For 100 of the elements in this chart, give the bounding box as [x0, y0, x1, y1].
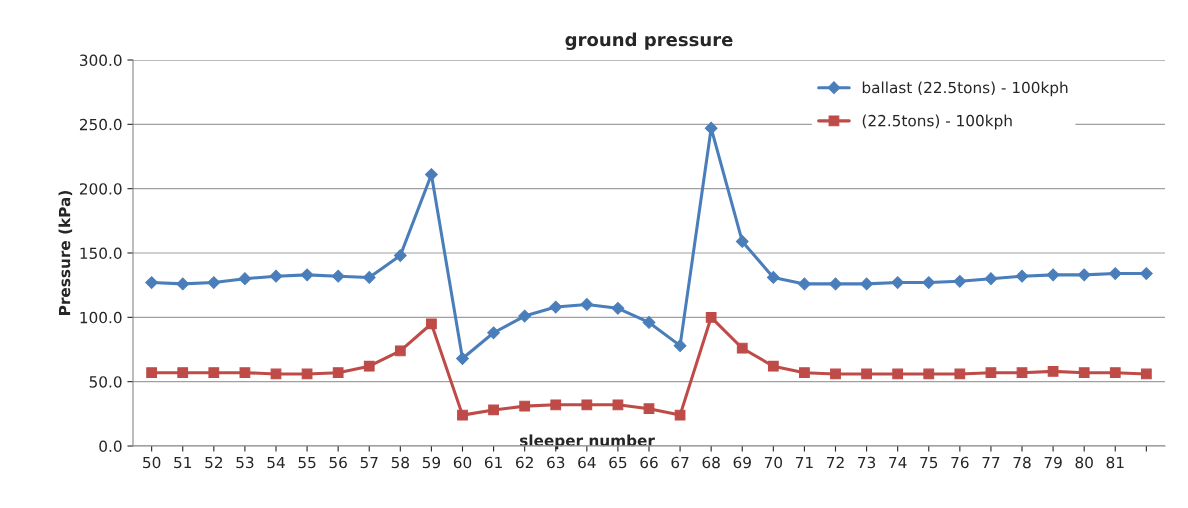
y-axis-title: Pressure (kPa) — [58, 191, 73, 315]
x-tick-label: 75 — [920, 456, 938, 469]
y-tick-label: 100.0 — [80, 311, 122, 324]
point — [923, 368, 935, 380]
x-tick-label: 73 — [858, 456, 876, 469]
point — [953, 274, 967, 288]
point — [146, 367, 158, 379]
x-tick-label: 56 — [329, 456, 347, 469]
point — [861, 368, 872, 380]
point — [549, 300, 563, 314]
x-tick-label: 68 — [702, 456, 720, 469]
point — [798, 277, 811, 291]
point — [860, 277, 873, 291]
x-tick-label: 66 — [640, 456, 658, 469]
point — [208, 367, 220, 379]
x-tick-label: 79 — [1044, 456, 1062, 469]
point — [456, 352, 469, 365]
x-tick-label: 59 — [422, 456, 441, 469]
x-axis-title: sleeper number — [520, 434, 655, 450]
point — [176, 277, 190, 291]
point — [1078, 367, 1090, 379]
chart-title: ground pressure — [565, 32, 733, 51]
x-tick-label: 53 — [236, 456, 254, 469]
point — [487, 326, 500, 340]
point — [705, 311, 717, 323]
legend-label: (22.5tons) - 100kph — [862, 114, 1012, 130]
x-tick-label: 52 — [205, 456, 223, 469]
x-tick-label: 67 — [671, 456, 689, 469]
x-tick-label: 58 — [391, 456, 409, 469]
point — [1077, 268, 1091, 282]
x-tick-label: 61 — [484, 456, 502, 469]
x-tick-label: 54 — [267, 456, 285, 469]
legend-label: ballast (22.5tons) - 100kph — [862, 81, 1068, 97]
point — [362, 271, 376, 284]
x-tick-label: 64 — [578, 456, 596, 469]
point — [643, 403, 655, 415]
point — [425, 168, 438, 181]
point — [332, 367, 344, 379]
point — [704, 121, 718, 135]
point — [145, 276, 159, 290]
y-tick-label: 0.0 — [99, 440, 122, 453]
x-tick-label: 77 — [982, 456, 1000, 469]
x-tick-label: 71 — [795, 456, 813, 469]
x-tick-label: 57 — [360, 456, 378, 469]
point — [829, 277, 842, 291]
point — [177, 367, 189, 379]
point — [207, 276, 221, 290]
point — [550, 399, 562, 411]
x-tick-label: 51 — [174, 456, 192, 469]
point — [1109, 367, 1121, 379]
y-tick-label: 150.0 — [80, 247, 122, 260]
point — [1047, 365, 1059, 377]
point — [985, 367, 997, 379]
point — [611, 301, 625, 315]
point — [300, 268, 314, 282]
point — [1140, 368, 1152, 380]
y-tick-label: 200.0 — [79, 183, 122, 195]
point — [518, 309, 532, 323]
x-tick-label: 70 — [764, 456, 783, 469]
point — [1046, 268, 1060, 282]
x-tick-label: 74 — [889, 456, 907, 469]
point — [736, 342, 748, 354]
point — [892, 368, 904, 380]
point — [830, 368, 841, 380]
x-tick-label: 76 — [951, 456, 969, 469]
point — [674, 409, 686, 421]
x-tick-label: 69 — [733, 456, 751, 469]
y-tick-label: 50.0 — [89, 376, 122, 388]
x-tick-label: 62 — [516, 456, 533, 469]
point — [519, 400, 531, 412]
x-tick-label: 72 — [827, 456, 844, 469]
x-tick-label: 55 — [298, 456, 316, 469]
point — [238, 272, 252, 286]
y-tick-label: 250.0 — [79, 118, 122, 131]
point — [580, 298, 594, 311]
point — [269, 269, 283, 283]
x-tick-label: 81 — [1106, 456, 1124, 469]
x-tick-label: 80 — [1075, 456, 1093, 469]
point — [363, 360, 375, 372]
point — [393, 249, 407, 262]
x-tick-label: 65 — [609, 456, 627, 469]
point — [457, 409, 468, 421]
point — [766, 271, 780, 284]
x-tick-label: 78 — [1013, 456, 1031, 469]
x-tick-label: 50 — [143, 456, 161, 469]
point — [488, 404, 499, 416]
point — [984, 272, 998, 286]
point — [394, 345, 406, 357]
point — [1108, 267, 1122, 280]
point — [922, 276, 936, 290]
point — [1016, 367, 1028, 379]
point — [642, 316, 656, 329]
point — [891, 276, 905, 290]
y-tick-label: 300.0 — [80, 54, 122, 67]
point — [954, 368, 966, 380]
point — [331, 269, 345, 283]
x-tick-label: 60 — [453, 456, 472, 469]
point — [239, 367, 251, 379]
point — [767, 360, 779, 372]
point — [799, 367, 810, 379]
